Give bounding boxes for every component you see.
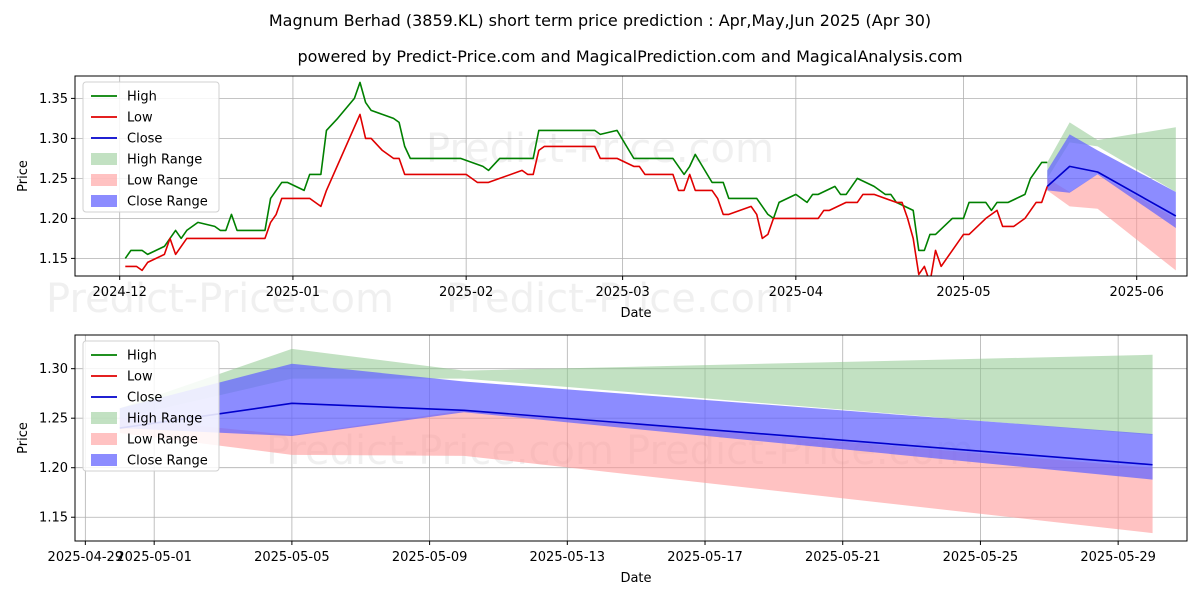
series-line-close	[1046, 165, 1177, 217]
axes-frame	[74, 334, 1188, 542]
x-tick-label: 2025-05-29	[1080, 550, 1156, 565]
y-tick-label: 1.25	[39, 412, 68, 427]
legend-swatch-close-range	[91, 454, 117, 466]
y-axis-label: Price	[16, 422, 31, 454]
y-axis-label: Price	[16, 160, 31, 192]
bottom-panel: Predict-Price.comPredict-Price.com2025-0…	[16, 334, 1188, 586]
x-tick-label: 2025-04-29	[48, 550, 124, 565]
y-tick-label: 1.30	[39, 132, 68, 147]
legend-swatch-low-range	[91, 433, 117, 445]
legend-label-low-range: Low Range	[127, 433, 198, 448]
x-axis-label: Date	[620, 571, 651, 586]
x-tick-label: 2025-06	[1110, 285, 1164, 300]
x-tick-label: 2025-01	[266, 285, 320, 300]
legend-swatch-high-range	[91, 153, 117, 165]
legend-label-high-range: High Range	[127, 412, 202, 427]
watermark-text: Predict-Price.com	[46, 276, 394, 322]
band-close-range	[1047, 134, 1176, 228]
y-tick-label: 1.15	[39, 511, 68, 526]
legend-swatch-close-range	[91, 195, 117, 207]
legend-label-low: Low	[127, 111, 153, 126]
x-tick-label: 2025-05-01	[116, 550, 192, 565]
y-tick-label: 1.30	[39, 362, 68, 377]
band-high-range	[119, 348, 1153, 436]
legend-label-close: Close	[127, 132, 162, 147]
y-tick-label: 1.20	[39, 461, 68, 476]
legend-label-low-range: Low Range	[127, 174, 198, 189]
x-axis-label: Date	[620, 306, 651, 321]
band-high-range	[1047, 122, 1176, 192]
x-tick-label: 2025-05-13	[530, 550, 606, 565]
chart-subtitle: powered by Predict-Price.com and Magical…	[297, 47, 962, 66]
legend-label-low: Low	[127, 370, 153, 385]
x-tick-label: 2025-03	[595, 285, 649, 300]
x-tick-label: 2025-05-09	[392, 550, 468, 565]
legend-swatch-high-range	[91, 412, 117, 424]
legend-label-high-range: High Range	[127, 153, 202, 168]
legend-label-high: High	[127, 90, 157, 105]
x-tick-label: 2025-05-05	[254, 550, 330, 565]
chart-title: Magnum Berhad (3859.KL) short term price…	[269, 11, 931, 30]
band-low-range	[1047, 174, 1176, 271]
y-tick-label: 1.35	[39, 92, 68, 107]
legend-label-close: Close	[127, 391, 162, 406]
x-tick-label: 2025-05-25	[943, 550, 1019, 565]
legend-label-high: High	[127, 349, 157, 364]
legend-label-close-range: Close Range	[127, 454, 208, 469]
x-tick-label: 2025-05-21	[805, 550, 881, 565]
x-tick-label: 2025-05	[936, 285, 990, 300]
y-tick-label: 1.20	[39, 212, 68, 227]
x-tick-label: 2024-12	[93, 285, 147, 300]
watermark-text: Predict-Price.com	[446, 276, 794, 322]
series-line-high	[124, 81, 1048, 259]
band-low-range	[119, 410, 1153, 534]
legend-label-close-range: Close Range	[127, 195, 208, 210]
legend: High Low Close High Range Low Range Close Ran…	[82, 340, 220, 472]
axes-frame	[74, 75, 1188, 277]
band-close-range	[119, 363, 1153, 480]
x-tick-label: 2025-04	[769, 285, 823, 300]
x-tick-label: 2025-02	[439, 285, 493, 300]
legend-swatch-low-range	[91, 174, 117, 186]
y-tick-label: 1.15	[39, 252, 68, 267]
x-tick-label: 2025-05-17	[667, 550, 743, 565]
legend: High Low Close High Range Low Range Close Ran…	[82, 81, 220, 213]
y-tick-label: 1.25	[39, 172, 68, 187]
series-line-low	[125, 113, 1049, 276]
